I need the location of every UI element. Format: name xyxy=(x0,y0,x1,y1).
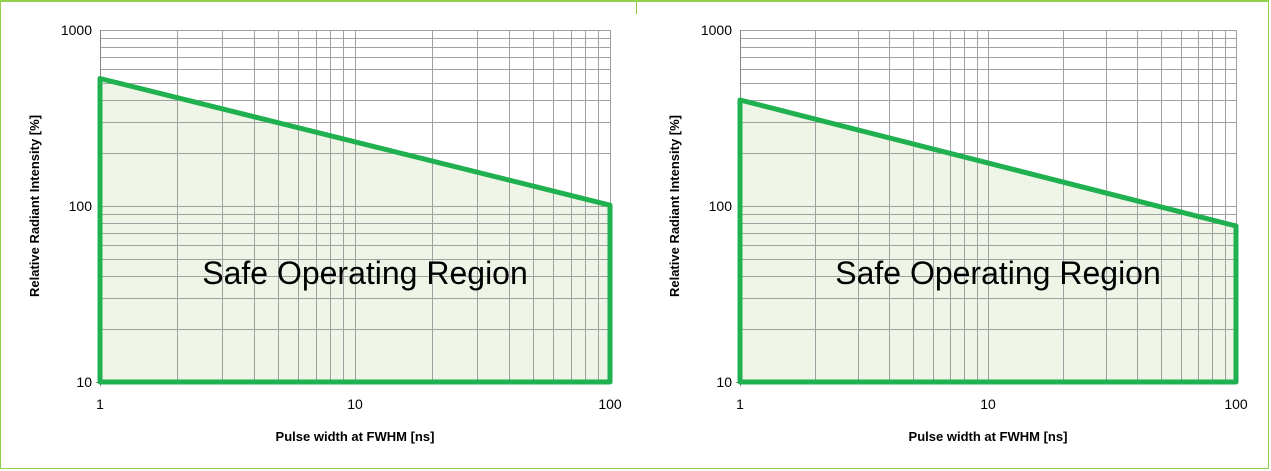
y-tick-label: 100 xyxy=(69,198,93,214)
y-tick-label: 10 xyxy=(76,374,92,390)
y-tick-label: 1000 xyxy=(701,22,732,38)
x-tick-label: 1 xyxy=(96,396,104,412)
region-label: Safe Operating Region xyxy=(202,255,528,291)
x-tick-label: 10 xyxy=(347,396,363,412)
safe-region-boundary xyxy=(97,76,613,385)
y-axis-label: Relative Radiant Intensity [%] xyxy=(667,115,682,297)
gridlines xyxy=(100,30,611,383)
x-axis-label: Pulse width at FWHM [ns] xyxy=(909,429,1068,444)
x-tick-label: 1 xyxy=(736,396,744,412)
y-tick-label: 1000 xyxy=(61,22,92,38)
y-tick-label: 100 xyxy=(709,198,733,214)
x-tick-label: 10 xyxy=(980,396,996,412)
x-tick-label: 100 xyxy=(598,396,622,412)
safe-region-boundary xyxy=(737,97,1239,385)
region-label: Safe Operating Region xyxy=(835,255,1161,291)
x-axis-label: Pulse width at FWHM [ns] xyxy=(276,429,435,444)
panel-divider xyxy=(636,0,637,14)
x-tick-label: 100 xyxy=(1224,396,1248,412)
y-tick-label: 10 xyxy=(716,374,732,390)
y-axis-label: Relative Radiant Intensity [%] xyxy=(27,115,42,297)
